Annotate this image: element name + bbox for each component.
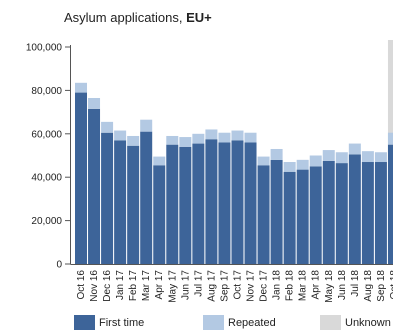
- bar-first-time: [361, 162, 374, 264]
- x-tick-label: Dec 17: [259, 270, 270, 302]
- bar-first-time: [218, 142, 231, 264]
- bar-first-time: [88, 108, 101, 264]
- bar-repeated: [348, 143, 361, 155]
- x-tick-label: May 18: [324, 270, 335, 303]
- bar-first-time: [283, 171, 296, 264]
- bar-first-time: [348, 154, 361, 264]
- legend-swatch-unknown: [320, 315, 341, 330]
- bar-first-time: [192, 143, 205, 264]
- x-tick-label: Jun 18: [337, 270, 348, 300]
- bar-repeated: [179, 137, 192, 147]
- x-tick-label: Mar 18: [298, 270, 309, 302]
- bar-repeated: [192, 133, 205, 144]
- bar-repeated: [101, 121, 114, 133]
- bar-repeated: [140, 119, 153, 132]
- bar-repeated: [387, 132, 393, 145]
- bar-first-time: [374, 162, 387, 264]
- bar-repeated: [322, 150, 335, 161]
- bar-first-time: [270, 159, 283, 264]
- bar-first-time: [140, 131, 153, 264]
- bar-repeated: [88, 97, 101, 109]
- x-tick-label: Jun 17: [180, 270, 191, 300]
- bar-repeated: [296, 159, 309, 170]
- x-tick-label: Dec 16: [102, 270, 113, 302]
- x-tick-label: Jul 18: [350, 270, 361, 297]
- bar-repeated: [244, 132, 257, 143]
- bar-repeated: [75, 82, 87, 93]
- x-tick-label: Nov 16: [89, 270, 100, 302]
- bar-first-time: [244, 142, 257, 264]
- x-tick-label: Nov 17: [246, 270, 257, 302]
- x-tick-label: Mar 17: [141, 270, 152, 302]
- bar-first-time: [127, 145, 140, 264]
- legend-item-first-time[interactable]: First time: [74, 315, 144, 330]
- y-tick-label: 20,000: [31, 216, 62, 227]
- x-tick-label: Jan 18: [272, 270, 283, 300]
- bar-repeated: [127, 135, 140, 146]
- bar-first-time: [257, 165, 270, 264]
- bar-first-time: [309, 166, 322, 264]
- bar-first-time: [387, 144, 393, 264]
- bar-first-time: [75, 92, 87, 264]
- bar-first-time: [205, 139, 218, 264]
- x-tick-label: Sep 18: [376, 270, 387, 302]
- x-tick-label: Aug 17: [206, 270, 217, 302]
- x-tick-label: Apr 18: [311, 270, 322, 300]
- bar-first-time: [179, 146, 192, 264]
- x-tick-label: Aug 18: [363, 270, 374, 302]
- bar-repeated: [218, 132, 231, 143]
- y-tick-label: 60,000: [31, 129, 62, 140]
- legend-item-repeated[interactable]: Repeated: [203, 315, 276, 330]
- bar-repeated: [283, 162, 296, 172]
- legend-swatch-repeated: [203, 315, 224, 330]
- bar-repeated: [205, 129, 218, 140]
- chart-title: Asylum applications, EU+: [64, 10, 212, 25]
- legend-item-unknown[interactable]: Unknown: [320, 315, 391, 330]
- bar-repeated: [374, 152, 387, 163]
- bar-first-time: [101, 132, 114, 264]
- chart-legend: First time Repeated Unknown: [0, 315, 393, 334]
- bar-repeated: [270, 148, 283, 160]
- x-tick-label: Feb 17: [128, 270, 139, 302]
- y-tick-label: 0: [56, 260, 62, 271]
- bar-repeated: [114, 130, 127, 141]
- bar-first-time: [114, 140, 127, 264]
- bar-first-time: [296, 169, 309, 264]
- x-tick-label: Oct 18: [389, 270, 393, 300]
- x-tick-label: Apr 17: [154, 270, 165, 300]
- bar-first-time: [231, 140, 244, 264]
- legend-label-first-time: First time: [99, 316, 145, 329]
- legend-label-repeated: Repeated: [228, 316, 276, 329]
- x-tick-label: Oct 17: [232, 270, 243, 300]
- legend-swatch-first-time: [74, 315, 95, 330]
- x-tick-label: May 17: [167, 270, 178, 303]
- bar-first-time: [322, 160, 335, 264]
- bar-repeated: [361, 151, 374, 163]
- y-tick-label: 80,000: [31, 86, 62, 97]
- x-tick-label: Oct 16: [76, 270, 87, 300]
- chart-title-text: Asylum applications,: [64, 10, 183, 25]
- legend-label-unknown: Unknown: [345, 316, 391, 329]
- bar-repeated: [153, 156, 166, 166]
- bar-repeated: [257, 156, 270, 166]
- y-tick-label: 100,000: [26, 43, 63, 54]
- y-tick-label: 40,000: [31, 173, 62, 184]
- bar-first-time: [153, 165, 166, 264]
- x-tick-label: Jan 17: [115, 270, 126, 300]
- x-tick-label: Sep 17: [219, 270, 230, 302]
- chart-title-suffix: EU+: [186, 10, 212, 25]
- x-tick-label: Jul 17: [193, 270, 204, 297]
- bar-first-time: [166, 144, 179, 264]
- bar-repeated: [309, 155, 322, 167]
- bar-first-time: [335, 163, 348, 264]
- bar-repeated: [335, 152, 348, 164]
- bar-repeated: [166, 135, 179, 145]
- bar-repeated: [231, 130, 244, 141]
- x-tick-label: Feb 18: [285, 270, 296, 302]
